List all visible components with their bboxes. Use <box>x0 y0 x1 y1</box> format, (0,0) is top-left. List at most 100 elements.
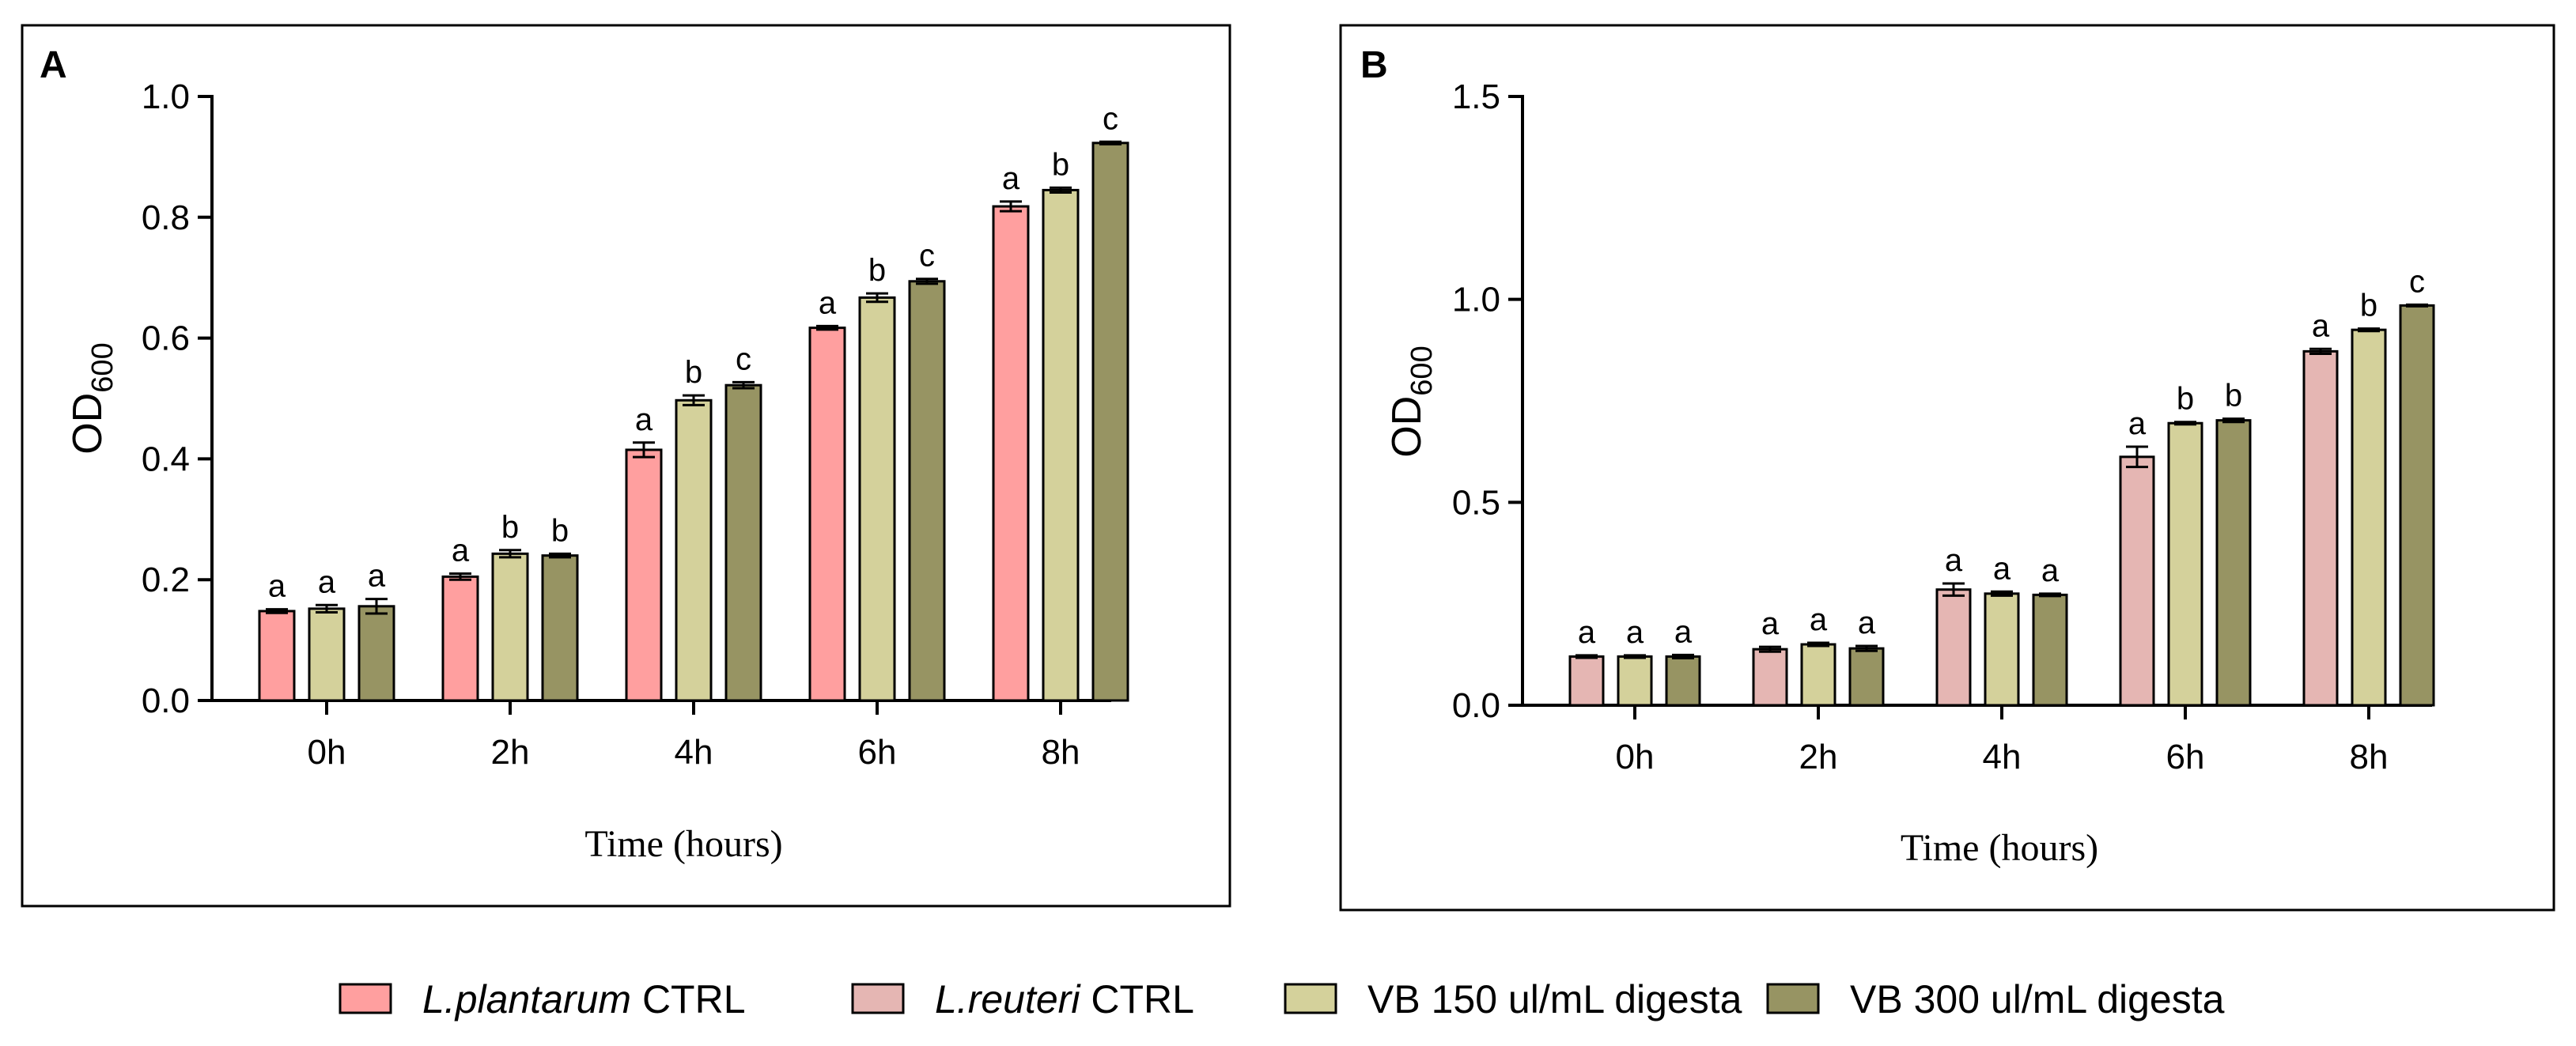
y-axis-title: OD600 <box>65 342 119 454</box>
bar <box>1617 655 1653 707</box>
bar <box>2119 455 2155 707</box>
panel-label: B <box>1360 44 1388 86</box>
y-tick-label: 0.5 <box>1452 483 1500 522</box>
y-tick-label: 1.5 <box>1452 77 1500 116</box>
significance-letter: a <box>1674 614 1693 649</box>
legend-label: VB 150 ul/mL digesta <box>1367 977 1742 1021</box>
bar <box>1568 655 1605 707</box>
y-tick-label: 1.0 <box>142 77 190 116</box>
legend-label-italic: L.reuteri <box>935 977 1081 1021</box>
significance-letter: a <box>2041 553 2060 588</box>
y-tick-label: 0.8 <box>142 198 190 237</box>
x-tick-label: 8h <box>2350 738 2389 776</box>
panel-frame <box>1339 24 2555 912</box>
legend-label-italic: L.plantarum <box>422 977 631 1021</box>
significance-letter: b <box>2177 382 2194 417</box>
x-tick-label: 4h <box>675 733 713 772</box>
y-axis-title-sub: 600 <box>1405 346 1439 395</box>
bar <box>908 280 946 702</box>
significance-letter: a <box>635 402 653 437</box>
bar <box>724 383 762 702</box>
y-axis-title-main: OD <box>65 393 111 455</box>
legend-swatch <box>339 983 392 1014</box>
significance-letter: a <box>2128 406 2147 441</box>
x-tick-label: 0h <box>1616 738 1655 776</box>
legend-label: VB 300 ul/mL digesta <box>1850 977 2225 1021</box>
bar <box>1935 588 1972 707</box>
significance-letter: a <box>318 565 336 599</box>
significance-letter: a <box>1858 606 1876 640</box>
x-tick-label: 6h <box>2166 738 2205 776</box>
legend-label-text: CTRL <box>1080 977 1193 1021</box>
x-tick-label: 6h <box>858 733 897 772</box>
significance-letter: b <box>2225 379 2242 413</box>
significance-letter: c <box>2409 264 2425 299</box>
significance-letter: b <box>685 355 702 390</box>
bar <box>992 205 1030 702</box>
x-tick-label: 2h <box>1799 738 1838 776</box>
significance-letter: a <box>452 534 470 568</box>
panel-label: A <box>40 44 67 86</box>
significance-letter: b <box>501 510 519 545</box>
y-tick-label: 0.6 <box>142 319 190 358</box>
x-axis-title: Time (hours) <box>584 823 782 865</box>
bar <box>1091 142 1129 702</box>
bar <box>1848 647 1885 707</box>
y-axis-title: OD600 <box>1384 346 1439 457</box>
x-tick-label: 0h <box>308 733 346 772</box>
significance-letter: a <box>268 569 286 604</box>
significance-letter: a <box>1002 161 1020 196</box>
x-tick-label: 8h <box>1042 733 1080 772</box>
legend-swatch <box>1284 983 1337 1014</box>
y-axis-title-sub: 600 <box>86 342 119 392</box>
significance-letter: b <box>1052 147 1069 182</box>
legend-label-text: VB 300 ul/mL digesta <box>1850 977 2225 1021</box>
y-tick-label: 0.0 <box>142 682 190 720</box>
legend-swatch <box>851 983 905 1014</box>
legend-label: L.plantarum CTRL <box>422 977 746 1021</box>
significance-letter: a <box>1993 551 2011 586</box>
bar <box>2167 421 2203 707</box>
panel-frame <box>21 24 1231 908</box>
significance-letter: b <box>2360 289 2377 323</box>
x-axis-title: Time (hours) <box>1901 827 2098 869</box>
legend-swatch <box>1766 983 1820 1014</box>
bar <box>1984 592 2020 707</box>
bar <box>541 554 579 702</box>
significance-letter: a <box>1578 615 1596 650</box>
x-tick-label: 2h <box>491 733 530 772</box>
bar <box>1800 643 1836 707</box>
y-tick-label: 0.4 <box>142 440 190 478</box>
significance-letter: a <box>1626 615 1644 650</box>
significance-letter: a <box>819 285 837 320</box>
bar <box>1042 188 1080 702</box>
y-tick-label: 1.0 <box>1452 281 1500 319</box>
significance-letter: c <box>919 239 935 274</box>
bar <box>2032 593 2068 707</box>
y-axis-title-main: OD <box>1384 396 1430 458</box>
legend-label-text: VB 150 ul/mL digesta <box>1367 977 1742 1021</box>
significance-letter: c <box>1103 101 1118 136</box>
significance-letter: a <box>368 559 386 594</box>
legend: L.plantarum CTRL L.reuteri CTRL VB 150 ul/… <box>339 977 2225 1021</box>
bar <box>441 575 479 702</box>
bar <box>308 607 346 702</box>
bar <box>258 610 296 702</box>
bar <box>858 296 896 702</box>
significance-letter: b <box>868 253 886 288</box>
bar <box>2351 328 2387 707</box>
bar <box>625 448 663 702</box>
bar <box>1752 648 1788 707</box>
x-tick-label: 4h <box>1983 738 2022 776</box>
significance-letter: a <box>2312 308 2330 343</box>
significance-letter: a <box>1945 543 1963 578</box>
significance-letter: c <box>736 342 751 376</box>
significance-letter: a <box>1761 606 1780 641</box>
bar <box>675 398 713 702</box>
bar <box>2302 349 2339 707</box>
bar <box>491 552 529 702</box>
bar <box>2399 304 2435 707</box>
